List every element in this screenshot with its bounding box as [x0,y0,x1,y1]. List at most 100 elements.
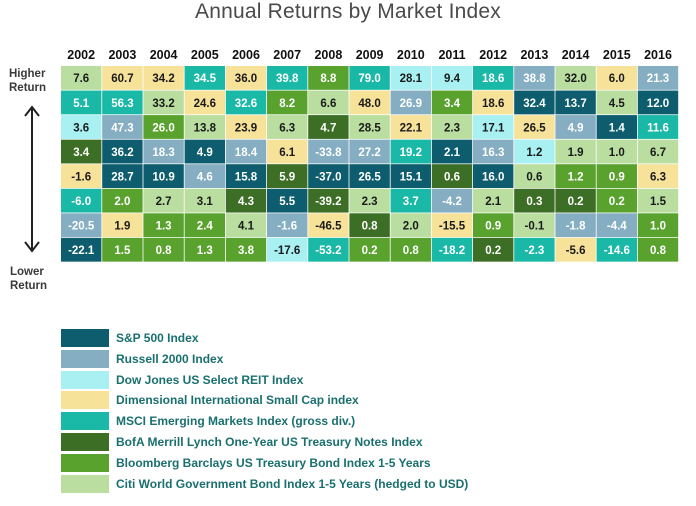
cell-ru [184,164,225,188]
cell-value: 8.8 [320,73,337,85]
cell-value: 0.2 [485,245,501,257]
higher-return-line-1: Higher [9,68,46,80]
cell-bm [308,188,349,213]
cell-value: -39.2 [315,196,341,208]
cell-value: 4.6 [197,171,213,183]
cell-bb [637,213,679,238]
cell-ru [308,139,349,164]
cell-value: 10.9 [152,171,174,183]
cell-cw [637,188,679,213]
cell-di [225,115,267,139]
cell-ru [431,188,473,213]
cell-sp [184,139,225,164]
legend-label: MSCI Emerging Markets Index (gross div.) [116,414,356,429]
cell-di [596,66,637,90]
cell-ru [596,213,637,238]
cell-value: 2.0 [403,221,419,233]
cell-sp [514,90,555,115]
cell-value: 1.2 [568,171,584,183]
legend-label: S&P 500 Index [116,331,199,345]
legend-item: MSCI Emerging Markets Index (gross div.) [61,412,521,431]
cell-value: 1.3 [197,245,213,257]
cell-ms [184,66,225,90]
cell-value: 24.6 [194,98,216,110]
page-title: Annual Returns by Market Index [195,0,501,23]
legend-item: Bloomberg Barclays US Treasury Bond Inde… [61,453,521,473]
legend-item: Dimensional International Small Cap inde… [61,391,521,410]
cell-ru [514,66,555,90]
legend-item: BofA Merrill Lynch One-Year US Treasury … [61,433,521,452]
cell-value: 0.3 [526,196,542,208]
cell-value: 3.4 [73,147,90,159]
cell-ms [596,237,637,262]
cell-value: 2.1 [444,147,461,159]
cell-sp [143,164,184,188]
cell-value: 0.8 [403,245,420,257]
cell-ru [61,213,102,238]
cell-dj [390,66,431,90]
cell-value: 3.1 [197,196,214,208]
cell-bb [143,237,184,262]
cell-dj [267,237,308,262]
lower-return-label: Lower Return [10,265,47,293]
cell-value: 6.6 [320,98,336,110]
legend-swatch [61,391,109,410]
cell-bb [596,188,637,213]
cell-value: 33.2 [152,98,174,110]
cell-bm [61,139,102,164]
cell-cw [143,90,184,115]
cell-value: 6.3 [650,171,666,183]
cell-value: 7.6 [73,73,89,85]
cell-cw [637,139,679,164]
cell-di [225,66,267,90]
cell-value: 17.1 [482,122,505,134]
cell-value: 32.6 [235,98,257,110]
cell-di [143,66,184,90]
cell-value: 1.0 [609,147,625,159]
cell-cw [184,188,225,213]
cell-bb [431,90,473,115]
cell-value: 18.3 [152,147,174,159]
legend-label: BofA Merrill Lynch One-Year US Treasury … [116,435,423,449]
cell-value: 26.5 [523,122,546,134]
cell-value: 32.4 [523,98,546,110]
cell-bb [143,213,184,238]
cell-sp [431,139,473,164]
cell-value: -1.6 [277,221,297,233]
legend-label: Dimensional International Small Cap inde… [116,393,359,408]
cell-value: -6.0 [71,196,91,208]
cell-value: -1.6 [71,171,91,183]
cell-bb [267,90,308,115]
legend-swatch [61,433,109,451]
cell-dj [61,115,102,139]
cell-bb [143,115,184,139]
cell-value: 1.3 [156,221,172,233]
cell-value: 21.3 [647,73,669,85]
cell-value: 2.3 [362,196,378,208]
year-header: 2010 [397,48,425,62]
cell-bb [555,164,596,188]
returns-table: 2002 2003 2004 2005 2006 2007 2008 2009 2010 2011… [61,48,679,262]
cell-value: 18.6 [482,98,504,110]
legend-label: Citi World Government Bond Index 1-5 Yea… [116,476,469,491]
cell-value: 2.7 [156,196,172,208]
cell-cw [225,213,267,238]
cell-di [390,115,431,139]
cell-value: -46.5 [315,221,342,233]
cell-value: 1.5 [650,196,667,208]
cell-value: 39.8 [276,73,299,85]
cell-di [349,90,390,115]
year-header: 2016 [644,48,672,62]
cell-sp [555,90,596,115]
legend-item: Dow Jones US Select REIT Index [61,370,521,390]
cell-sp [308,164,349,188]
cell-di [184,90,225,115]
cell-bm [514,188,555,213]
cell-value: 8.2 [279,98,295,110]
cell-di [102,66,143,90]
cell-value: 13.7 [564,98,586,110]
legend-label: Russell 2000 Index [116,351,224,366]
cell-value: 16.3 [482,147,504,159]
cell-value: 2.0 [114,196,130,208]
cell-value: 19.2 [400,147,422,159]
